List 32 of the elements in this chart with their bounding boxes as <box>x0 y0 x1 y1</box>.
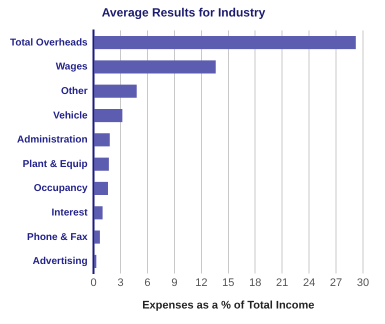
x-tick-label: 0 <box>90 277 97 290</box>
x-tick-label: 18 <box>249 277 262 290</box>
y-tick-label: Other <box>60 86 88 97</box>
bar <box>94 182 108 196</box>
x-tick-label: 27 <box>330 277 342 290</box>
x-tick-label: 30 <box>356 277 370 290</box>
bar <box>94 230 100 244</box>
y-tick-label: Vehicle <box>53 110 88 122</box>
bar <box>94 108 122 122</box>
y-tick-label: Interest <box>51 208 88 219</box>
y-tick-label: Wages <box>56 62 88 73</box>
x-tick-label: 3 <box>117 277 124 290</box>
y-tick-label: Occupancy <box>34 183 88 194</box>
bar <box>94 60 216 74</box>
y-tick-label: Administration <box>17 134 88 146</box>
y-tick-label: Total Overheads <box>10 37 88 48</box>
chart-title: Average Results for Industry <box>102 6 266 20</box>
x-tick-label: 24 <box>303 277 316 290</box>
y-tick-label: Advertising <box>32 256 88 268</box>
bar <box>94 206 103 220</box>
x-tick-label: 15 <box>222 277 234 290</box>
bar <box>94 84 137 98</box>
y-tick-label: Plant & Equip <box>22 158 88 170</box>
x-axis-title: Expenses as a % of Total Income <box>142 299 314 312</box>
bar <box>94 36 356 50</box>
bar <box>94 133 110 146</box>
x-tick-label: 21 <box>276 277 288 290</box>
y-tick-label: Phone & Fax <box>27 232 88 243</box>
x-tick-label: 9 <box>171 277 178 290</box>
x-tick-label: 12 <box>195 277 208 290</box>
x-tick-label: 6 <box>144 277 151 290</box>
bar <box>94 158 109 171</box>
